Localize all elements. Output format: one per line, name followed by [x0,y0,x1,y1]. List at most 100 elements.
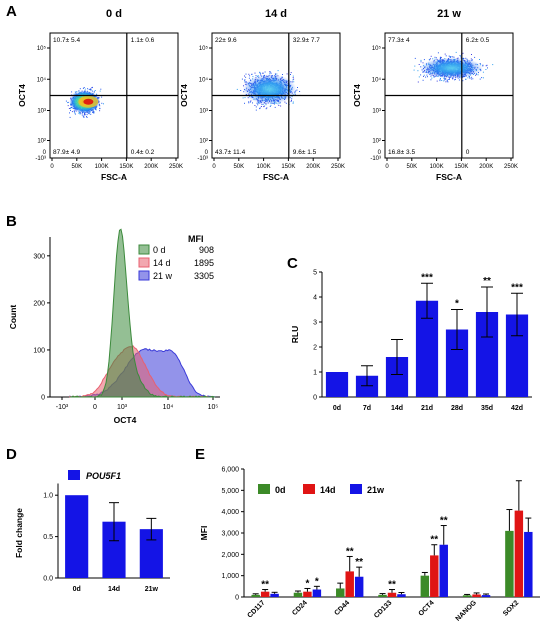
event-point [444,79,446,81]
event-point [100,88,102,90]
event-point [99,103,100,105]
y-tick-label: 2 [313,345,317,352]
event-point [78,90,80,92]
bar-SOX2-0d [505,530,514,597]
event-point [91,87,93,89]
x-tick-label: 35d [481,405,493,412]
event-point [452,78,454,80]
legend-series-name: 21w [367,485,385,495]
event-point [450,56,452,58]
y-axis-label: MFI [199,526,209,541]
bar-NANOG-0d [462,595,472,597]
bar-SOX2-21w [524,531,533,597]
event-point [441,80,443,81]
y-tick-label: 10³ [37,109,46,115]
event-point [82,87,84,89]
event-point [260,106,262,107]
event-point [417,81,419,83]
bar-CD117-0d [251,594,260,597]
event-point [429,58,431,60]
event-point [252,102,253,104]
event-point [471,59,473,61]
y-tick-label: 4 [313,295,317,302]
y-tick-label: 10² [37,139,46,145]
bar-CD133-14d [387,592,397,597]
bar-CD44-14d [345,571,354,597]
significance-marker: ** [483,276,491,287]
event-point [418,64,420,65]
panel-letter-a: A [6,3,17,20]
event-point [86,114,88,116]
event-point [427,76,428,78]
x-tick-label: NANOG [455,599,479,623]
event-point [420,61,422,63]
event-point [462,52,464,54]
event-point [259,71,261,73]
event-point [270,72,272,74]
event-point [257,104,259,106]
bar-42d [505,314,529,397]
event-point [245,73,247,75]
event-point [465,78,467,80]
event-point [81,112,83,114]
flow-plot-title: 0 d [106,8,122,20]
event-point [449,57,451,58]
event-point [96,93,98,95]
event-point [252,76,254,78]
significance-marker: * [305,578,309,589]
x-axis-label: FSC-A [101,172,127,182]
event-point [98,97,100,99]
event-point [83,115,85,117]
x-tick-label: CD44 [334,599,352,617]
legend-title: MFI [188,234,204,244]
event-point [471,54,472,55]
x-tick-label: 150K [281,164,295,170]
event-point [422,79,424,81]
x-tick-label: CD133 [373,599,393,619]
event-point [244,97,246,99]
event-point [492,64,494,66]
event-point [245,81,247,83]
event-point [443,78,445,80]
event-point [423,74,425,76]
event-point [475,74,477,76]
y-tick-label: 100 [33,347,45,354]
bar-CD133-0d [378,594,387,597]
event-point [296,89,298,91]
x-tick-label: 250K [169,164,183,170]
event-point [240,90,242,91]
x-tick-label: SOX2 [502,599,520,617]
event-point [83,87,85,88]
event-point [265,104,267,106]
event-point [83,116,85,118]
event-point [420,59,422,61]
event-point [248,102,250,104]
y-tick-label: 0 [235,595,239,602]
event-point [444,53,446,55]
event-point [282,74,283,75]
event-point [299,91,301,92]
event-point [485,69,487,70]
y-tick-label: 1 [313,370,317,377]
significance-marker: ** [346,546,354,557]
event-point [469,77,471,78]
event-point [79,88,81,90]
event-point [248,101,250,103]
significance-marker: *** [511,282,523,293]
event-point [275,74,276,76]
y-tick-label: 3,000 [221,531,239,538]
event-point [455,51,457,53]
event-point [433,76,435,78]
x-tick-label: CD117 [246,599,266,619]
event-point [477,74,479,76]
event-point [69,112,70,114]
event-point [99,105,101,107]
event-point [86,116,88,118]
event-point [460,57,462,59]
x-tick-label: 0 [50,164,54,170]
x-tick-label: 21d [421,405,433,412]
event-point [481,77,483,79]
event-point [479,59,480,60]
event-point [249,75,251,77]
